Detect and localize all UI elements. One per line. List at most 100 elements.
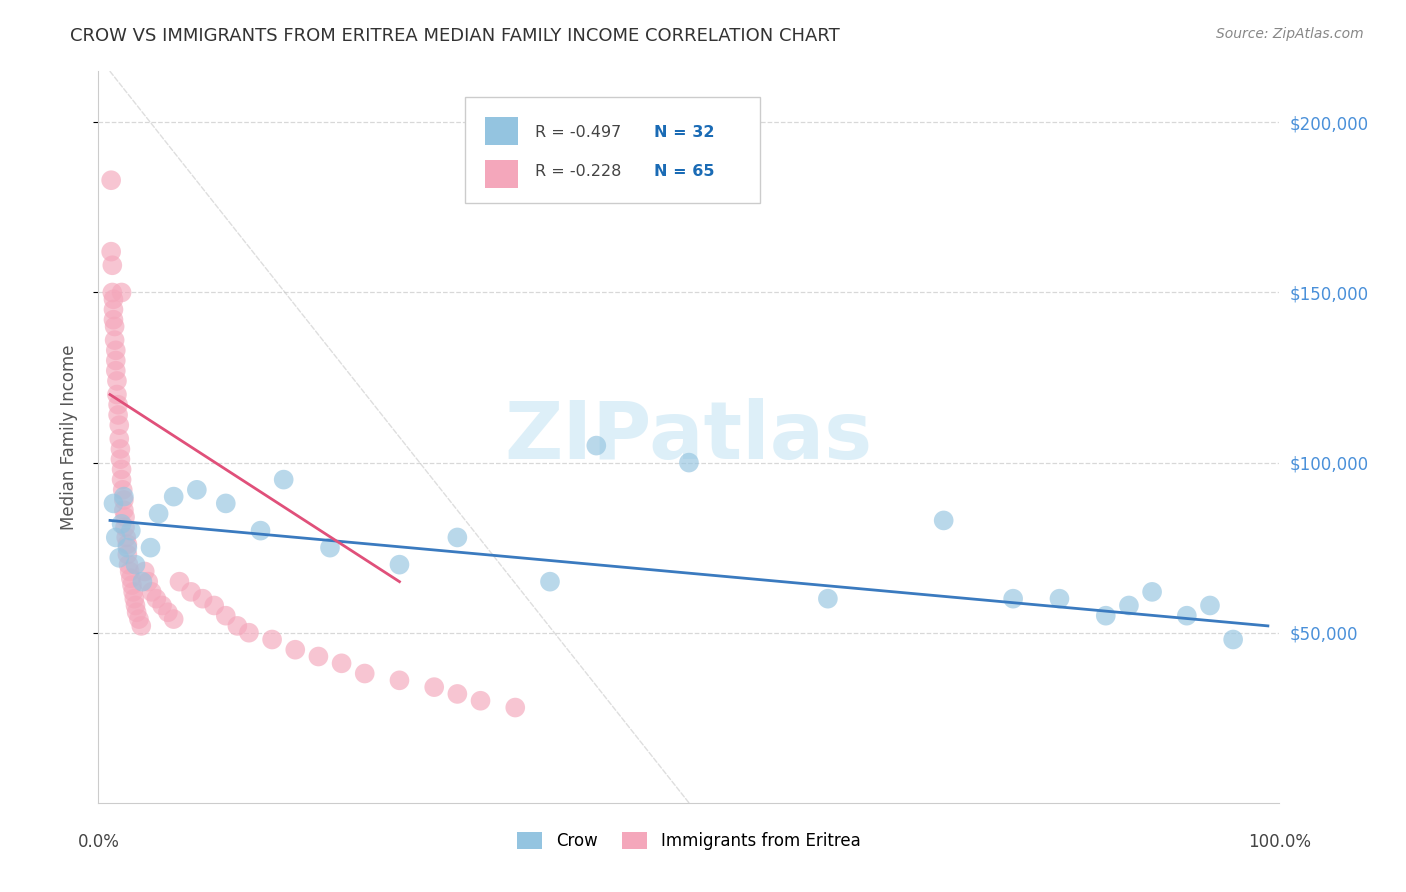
- FancyBboxPatch shape: [485, 117, 517, 145]
- Point: [110, 442, 132, 456]
- Point: [353, 666, 375, 681]
- Point: [114, 520, 136, 534]
- Point: [388, 558, 411, 572]
- Point: [125, 605, 148, 619]
- Point: [163, 612, 186, 626]
- Point: [104, 353, 127, 368]
- Point: [107, 408, 129, 422]
- Text: N = 65: N = 65: [654, 164, 714, 179]
- Point: [238, 625, 260, 640]
- Text: 100.0%: 100.0%: [1249, 833, 1310, 851]
- Point: [1140, 585, 1163, 599]
- Point: [114, 510, 136, 524]
- Point: [249, 524, 271, 538]
- Point: [585, 439, 607, 453]
- Point: [110, 473, 132, 487]
- Point: [446, 687, 468, 701]
- Point: [156, 605, 179, 619]
- FancyBboxPatch shape: [464, 97, 759, 203]
- Point: [100, 173, 122, 187]
- Point: [129, 619, 152, 633]
- Point: [330, 657, 353, 671]
- Point: [202, 599, 225, 613]
- Point: [538, 574, 561, 589]
- Point: [141, 585, 163, 599]
- Point: [215, 608, 238, 623]
- Point: [104, 343, 127, 358]
- Y-axis label: Median Family Income: Median Family Income: [59, 344, 77, 530]
- Text: R = -0.497: R = -0.497: [536, 125, 621, 140]
- Point: [307, 649, 329, 664]
- Point: [215, 496, 238, 510]
- Text: N = 32: N = 32: [654, 125, 714, 140]
- Point: [1118, 599, 1140, 613]
- Text: ZIPatlas: ZIPatlas: [505, 398, 873, 476]
- Point: [110, 452, 132, 467]
- Point: [118, 565, 141, 579]
- FancyBboxPatch shape: [485, 160, 517, 187]
- Text: Source: ZipAtlas.com: Source: ZipAtlas.com: [1216, 27, 1364, 41]
- Point: [1049, 591, 1071, 606]
- Point: [117, 548, 139, 562]
- Point: [319, 541, 342, 555]
- Point: [104, 531, 127, 545]
- Point: [150, 599, 173, 613]
- Point: [108, 550, 131, 565]
- Point: [101, 258, 124, 272]
- Point: [180, 585, 202, 599]
- Point: [103, 293, 125, 307]
- Point: [169, 574, 191, 589]
- Point: [284, 642, 307, 657]
- Point: [932, 513, 955, 527]
- Point: [124, 591, 146, 606]
- Point: [423, 680, 446, 694]
- Point: [115, 531, 138, 545]
- Point: [139, 541, 162, 555]
- Point: [105, 374, 128, 388]
- Point: [678, 456, 700, 470]
- Point: [112, 493, 135, 508]
- Point: [163, 490, 186, 504]
- Point: [273, 473, 295, 487]
- Point: [101, 285, 124, 300]
- Point: [112, 503, 135, 517]
- Point: [388, 673, 411, 688]
- Point: [470, 694, 492, 708]
- Text: R = -0.228: R = -0.228: [536, 164, 621, 179]
- Point: [105, 387, 128, 401]
- Legend: Crow, Immigrants from Eritrea: Crow, Immigrants from Eritrea: [510, 825, 868, 856]
- Point: [103, 312, 125, 326]
- Point: [104, 364, 127, 378]
- Point: [104, 319, 127, 334]
- Point: [112, 490, 135, 504]
- Point: [1222, 632, 1244, 647]
- Point: [145, 591, 167, 606]
- Point: [110, 462, 132, 476]
- Point: [122, 585, 145, 599]
- Point: [136, 574, 159, 589]
- Point: [108, 418, 131, 433]
- Point: [503, 700, 526, 714]
- Text: CROW VS IMMIGRANTS FROM ERITREA MEDIAN FAMILY INCOME CORRELATION CHART: CROW VS IMMIGRANTS FROM ERITREA MEDIAN F…: [70, 27, 839, 45]
- Point: [134, 565, 156, 579]
- Point: [124, 558, 146, 572]
- Point: [104, 333, 127, 347]
- Point: [148, 507, 170, 521]
- Point: [131, 574, 153, 589]
- Point: [111, 483, 134, 497]
- Point: [107, 398, 129, 412]
- Point: [1175, 608, 1198, 623]
- Point: [110, 516, 132, 531]
- Point: [103, 496, 125, 510]
- Point: [121, 578, 143, 592]
- Point: [186, 483, 208, 497]
- Point: [117, 558, 139, 572]
- Point: [128, 612, 150, 626]
- Point: [446, 531, 468, 545]
- Point: [103, 302, 125, 317]
- Point: [100, 244, 122, 259]
- Point: [1094, 608, 1116, 623]
- Point: [1002, 591, 1025, 606]
- Point: [226, 619, 249, 633]
- Point: [191, 591, 214, 606]
